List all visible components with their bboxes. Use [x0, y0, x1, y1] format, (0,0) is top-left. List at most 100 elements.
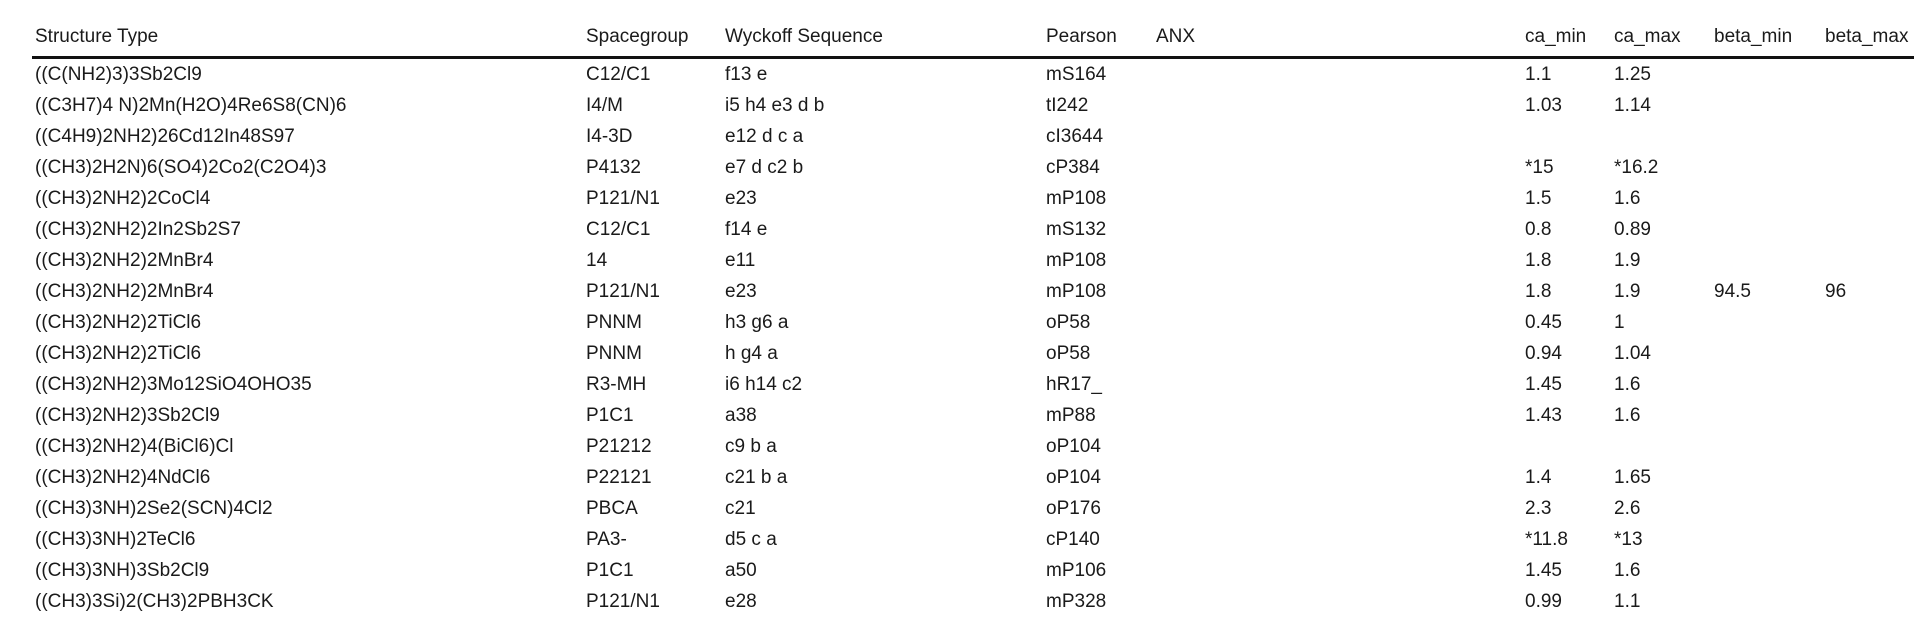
cell-structure-type[interactable]: ((CH3)2NH2)2CoCl4: [35, 188, 211, 209]
cell-beta-min[interactable]: [1711, 369, 1822, 400]
cell-structure-type[interactable]: ((CH3)2NH2)3Sb2Cl9: [35, 405, 220, 426]
cell-beta-max[interactable]: [1822, 400, 1914, 431]
cell-beta-max[interactable]: [1822, 586, 1914, 617]
cell-ca-min[interactable]: 1.8: [1525, 281, 1552, 302]
cell-pearson[interactable]: mP88: [1046, 405, 1096, 426]
cell-structure-type[interactable]: ((C4H9)2NH2)26Cd12In48S97: [35, 126, 295, 147]
cell-pearson[interactable]: cP140: [1046, 529, 1100, 550]
cell-anx[interactable]: [1153, 307, 1522, 338]
cell-structure-type[interactable]: ((CH3)2NH2)2In2Sb2S7: [35, 219, 241, 240]
cell-ca-min[interactable]: 1.5: [1525, 188, 1552, 209]
cell-beta-max[interactable]: [1822, 90, 1914, 121]
cell-pearson[interactable]: mS164: [1046, 64, 1107, 85]
cell-wyckoff-sequence[interactable]: i6 h14 c2: [725, 374, 803, 395]
cell-ca-max[interactable]: 1.1: [1614, 591, 1641, 612]
cell-pearson[interactable]: mS132: [1046, 219, 1107, 240]
cell-beta-max[interactable]: [1822, 58, 1914, 91]
cell-beta-min[interactable]: [1711, 152, 1822, 183]
cell-ca-min[interactable]: 1.03: [1525, 95, 1562, 116]
cell-ca-max[interactable]: [1611, 121, 1711, 152]
cell-anx[interactable]: [1153, 121, 1522, 152]
cell-structure-type[interactable]: ((CH3)3NH)2Se2(SCN)4Cl2: [35, 498, 273, 519]
cell-wyckoff-sequence[interactable]: a38: [725, 405, 757, 426]
cell-ca-max[interactable]: 1.25: [1614, 64, 1651, 85]
cell-beta-min[interactable]: [1711, 431, 1822, 462]
cell-wyckoff-sequence[interactable]: e12 d c a: [725, 126, 804, 147]
cell-spacegroup[interactable]: P21212: [586, 436, 652, 457]
cell-pearson[interactable]: oP58: [1046, 312, 1091, 333]
cell-beta-min[interactable]: [1711, 58, 1822, 91]
cell-ca-min[interactable]: 1.1: [1525, 64, 1552, 85]
cell-beta-min[interactable]: [1711, 214, 1822, 245]
header-pearson[interactable]: Pearson: [1043, 20, 1153, 59]
cell-spacegroup[interactable]: P4132: [586, 157, 641, 178]
cell-beta-min[interactable]: [1711, 555, 1822, 586]
cell-wyckoff-sequence[interactable]: h3 g6 a: [725, 312, 789, 333]
cell-beta-max[interactable]: [1822, 431, 1914, 462]
cell-structure-type[interactable]: ((CH3)2NH2)2TiCl6: [35, 343, 202, 364]
cell-beta-min[interactable]: [1711, 462, 1822, 493]
cell-anx[interactable]: [1153, 431, 1522, 462]
cell-ca-min[interactable]: 1.45: [1525, 374, 1562, 395]
header-wyckoff-sequence[interactable]: Wyckoff Sequence: [722, 20, 1043, 59]
cell-pearson[interactable]: mP108: [1046, 188, 1107, 209]
cell-ca-max[interactable]: 1.6: [1614, 374, 1641, 395]
cell-beta-min[interactable]: [1711, 493, 1822, 524]
cell-pearson[interactable]: mP106: [1046, 560, 1107, 581]
cell-anx[interactable]: [1153, 276, 1522, 307]
cell-wyckoff-sequence[interactable]: d5 c a: [725, 529, 777, 550]
cell-spacegroup[interactable]: P1C1: [586, 405, 634, 426]
cell-spacegroup[interactable]: PA3-: [586, 529, 627, 550]
cell-wyckoff-sequence[interactable]: f13 e: [725, 64, 768, 85]
cell-anx[interactable]: [1153, 338, 1522, 369]
cell-ca-max[interactable]: 0.89: [1614, 219, 1651, 240]
cell-anx[interactable]: [1153, 214, 1522, 245]
cell-ca-max[interactable]: 1.04: [1614, 343, 1651, 364]
cell-spacegroup[interactable]: P22121: [586, 467, 652, 488]
cell-beta-max[interactable]: [1822, 183, 1914, 214]
cell-ca-min[interactable]: 1.45: [1525, 560, 1562, 581]
cell-spacegroup[interactable]: 14: [586, 250, 608, 271]
cell-ca-max[interactable]: 1.6: [1614, 188, 1641, 209]
cell-pearson[interactable]: tI242: [1046, 95, 1089, 116]
cell-wyckoff-sequence[interactable]: c21 b a: [725, 467, 788, 488]
cell-beta-min[interactable]: [1711, 524, 1822, 555]
cell-anx[interactable]: [1153, 555, 1522, 586]
cell-wyckoff-sequence[interactable]: a50: [725, 560, 757, 581]
cell-beta-min[interactable]: [1711, 338, 1822, 369]
cell-beta-max[interactable]: [1822, 338, 1914, 369]
cell-beta-max[interactable]: [1822, 369, 1914, 400]
cell-ca-min[interactable]: 1.4: [1525, 467, 1552, 488]
cell-pearson[interactable]: oP58: [1046, 343, 1091, 364]
cell-beta-max[interactable]: [1822, 214, 1914, 245]
cell-wyckoff-sequence[interactable]: e11: [725, 250, 756, 271]
cell-beta-max[interactable]: [1822, 121, 1914, 152]
cell-structure-type[interactable]: ((CH3)2H2N)6(SO4)2Co2(C2O4)3: [35, 157, 327, 178]
cell-structure-type[interactable]: ((CH3)3Si)2(CH3)2PBH3CK: [35, 591, 274, 612]
cell-anx[interactable]: [1153, 183, 1522, 214]
cell-pearson[interactable]: mP328: [1046, 591, 1107, 612]
cell-structure-type[interactable]: ((CH3)3NH)3Sb2Cl9: [35, 560, 210, 581]
cell-structure-type[interactable]: ((CH3)2NH2)2MnBr4: [35, 250, 214, 271]
cell-ca-min[interactable]: 0.45: [1525, 312, 1562, 333]
cell-spacegroup[interactable]: I4-3D: [586, 126, 633, 147]
cell-anx[interactable]: [1153, 90, 1522, 121]
cell-ca-min[interactable]: 1.43: [1525, 405, 1562, 426]
cell-ca-min[interactable]: 2.3: [1525, 498, 1552, 519]
cell-pearson[interactable]: oP104: [1046, 436, 1101, 457]
cell-beta-max[interactable]: [1822, 152, 1914, 183]
cell-spacegroup[interactable]: P121/N1: [586, 281, 660, 302]
cell-pearson[interactable]: cI3644: [1046, 126, 1104, 147]
cell-structure-type[interactable]: ((CH3)2NH2)4NdCl6: [35, 467, 211, 488]
cell-beta-min[interactable]: [1711, 586, 1822, 617]
cell-ca-min[interactable]: 1.8: [1525, 250, 1552, 271]
cell-wyckoff-sequence[interactable]: i5 h4 e3 d b: [725, 95, 825, 116]
cell-ca-min[interactable]: [1522, 121, 1611, 152]
cell-beta-max[interactable]: [1822, 307, 1914, 338]
cell-beta-max[interactable]: [1822, 524, 1914, 555]
cell-ca-max[interactable]: 1: [1614, 312, 1625, 333]
cell-anx[interactable]: [1153, 586, 1522, 617]
cell-structure-type[interactable]: ((CH3)2NH2)3Mo12SiO4OHO35: [35, 374, 312, 395]
cell-beta-max[interactable]: 96: [1825, 281, 1847, 302]
cell-ca-min[interactable]: *15: [1525, 157, 1554, 178]
